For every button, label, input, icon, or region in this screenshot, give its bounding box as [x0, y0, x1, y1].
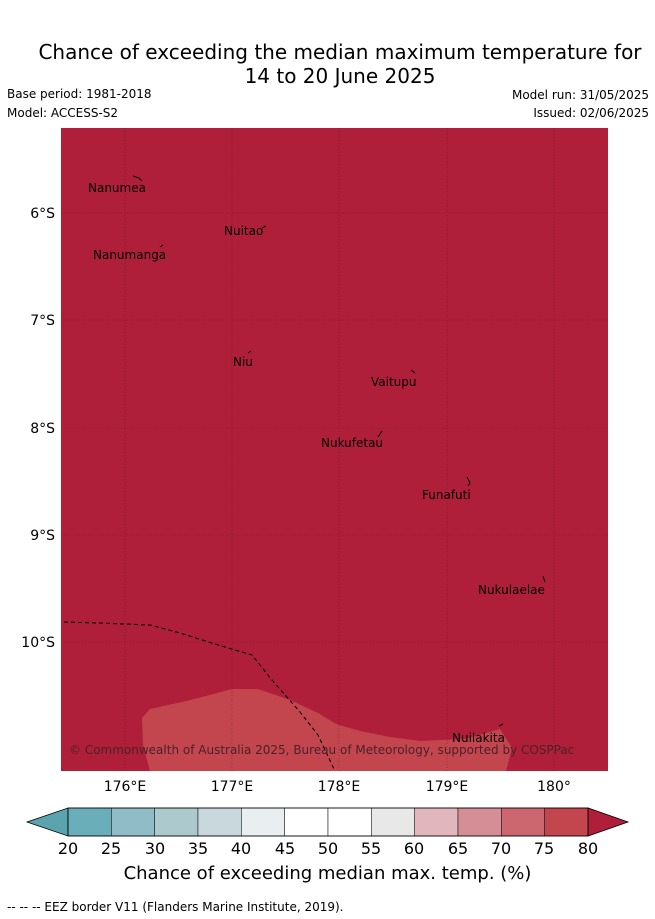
- island-shape-nukufetau: [377, 430, 383, 438]
- model-name: Model: ACCESS-S2: [7, 106, 119, 120]
- place-label: Nukufetau: [321, 436, 383, 450]
- longitude-labels: 176°E 177°E 178°E 179°E 180°: [104, 779, 571, 795]
- model-run: Model run: 31/05/2025: [511, 88, 649, 102]
- graticule: [61, 128, 608, 771]
- lon-label: 177°E: [211, 779, 254, 795]
- colorbar-bin: [197, 807, 242, 837]
- colorbar-bin: [457, 807, 502, 837]
- colorbar-tick: 55: [360, 839, 382, 858]
- chart-title: Chance of exceeding the median maximum t…: [0, 40, 655, 88]
- colorbar-bin: [67, 807, 112, 837]
- island-shape-nukulaelae: [542, 575, 546, 583]
- place-label: Nukulaelae: [478, 583, 545, 597]
- colorbar-tick: 35: [187, 839, 209, 858]
- latitude-labels: 6°S 7°S 8°S 9°S 10°S: [21, 206, 55, 651]
- lon-label: 179°E: [426, 779, 469, 795]
- place-label: Nanumanga: [93, 248, 166, 262]
- island-shape-vaitupu: [410, 369, 416, 374]
- lon-label: 176°E: [104, 779, 147, 795]
- place-label: Nuitao: [224, 224, 263, 238]
- place-label: Niu: [233, 355, 253, 369]
- lon-label: 180°: [537, 779, 571, 795]
- colorbar-tick: 50: [317, 839, 339, 858]
- island-shape-nuilakita: [498, 723, 504, 727]
- colorbar-over-arrow: [587, 807, 630, 837]
- colorbar-bin: [241, 807, 285, 837]
- colorbar: [25, 807, 630, 837]
- place-label: Vaitupu: [371, 375, 417, 389]
- issued-date: Issued: 02/06/2025: [533, 106, 649, 120]
- colorbar-bin: [327, 807, 372, 837]
- place-label: Nuilakita: [452, 731, 505, 745]
- title-line-2: 14 to 20 June 2025: [244, 64, 436, 88]
- colorbar-bin: [544, 807, 589, 837]
- island-outlines: [132, 175, 546, 727]
- colorbar-bin: [371, 807, 415, 837]
- copyright-notice: © Commonwealth of Australia 2025, Bureau…: [69, 743, 574, 757]
- island-shape-nanumea: [132, 175, 143, 182]
- place-label: Nanumea: [88, 181, 146, 195]
- colorbar-bin: [414, 807, 459, 837]
- colorbar-tick: 30: [144, 839, 166, 858]
- probability-field: [61, 128, 608, 771]
- eez-legend-note: -- -- -- EEZ border V11 (Flanders Marine…: [7, 900, 344, 914]
- base-period: Base period: 1981-2018: [7, 87, 152, 101]
- colorbar-bin: [284, 807, 329, 837]
- colorbar-tick: 60: [403, 839, 425, 858]
- place-labels: Nanumea Nuitao Nanumanga Niu Vaitupu Nuk…: [88, 181, 545, 745]
- island-shape-nanumanga: [159, 244, 164, 248]
- eez-border: [63, 621, 335, 770]
- island-shape-funafuti: [466, 476, 471, 487]
- lon-label: 178°E: [318, 779, 361, 795]
- colorbar-bin: [111, 807, 155, 837]
- lat-label: 10°S: [21, 635, 55, 651]
- lat-label: 6°S: [30, 206, 55, 222]
- island-shape-nuitao: [261, 225, 267, 229]
- colorbar-bin: [154, 807, 199, 837]
- lat-label: 8°S: [30, 421, 55, 437]
- colorbar-bin: [501, 807, 545, 837]
- colorbar-label: Chance of exceeding median max. temp. (%…: [123, 863, 532, 884]
- colorbar-tick: 65: [447, 839, 469, 858]
- colorbar-frame: [67, 807, 589, 837]
- colorbar-tick: 45: [274, 839, 296, 858]
- colorbar-tick: 75: [533, 839, 555, 858]
- lat-label: 7°S: [30, 313, 55, 329]
- title-line-1: Chance of exceeding the median maximum t…: [38, 40, 642, 64]
- colorbar-tick: 40: [230, 839, 252, 858]
- colorbar-under-arrow: [25, 807, 69, 837]
- place-label: Funafuti: [422, 488, 471, 502]
- colorbar-tick: 80: [577, 839, 599, 858]
- colorbar-tick: 25: [100, 839, 122, 858]
- island-shape-niu: [247, 350, 252, 354]
- colorbar-tick: 70: [490, 839, 512, 858]
- lat-label: 9°S: [30, 528, 55, 544]
- lower-probability-zone: [142, 689, 512, 771]
- colorbar-tick: 20: [57, 839, 79, 858]
